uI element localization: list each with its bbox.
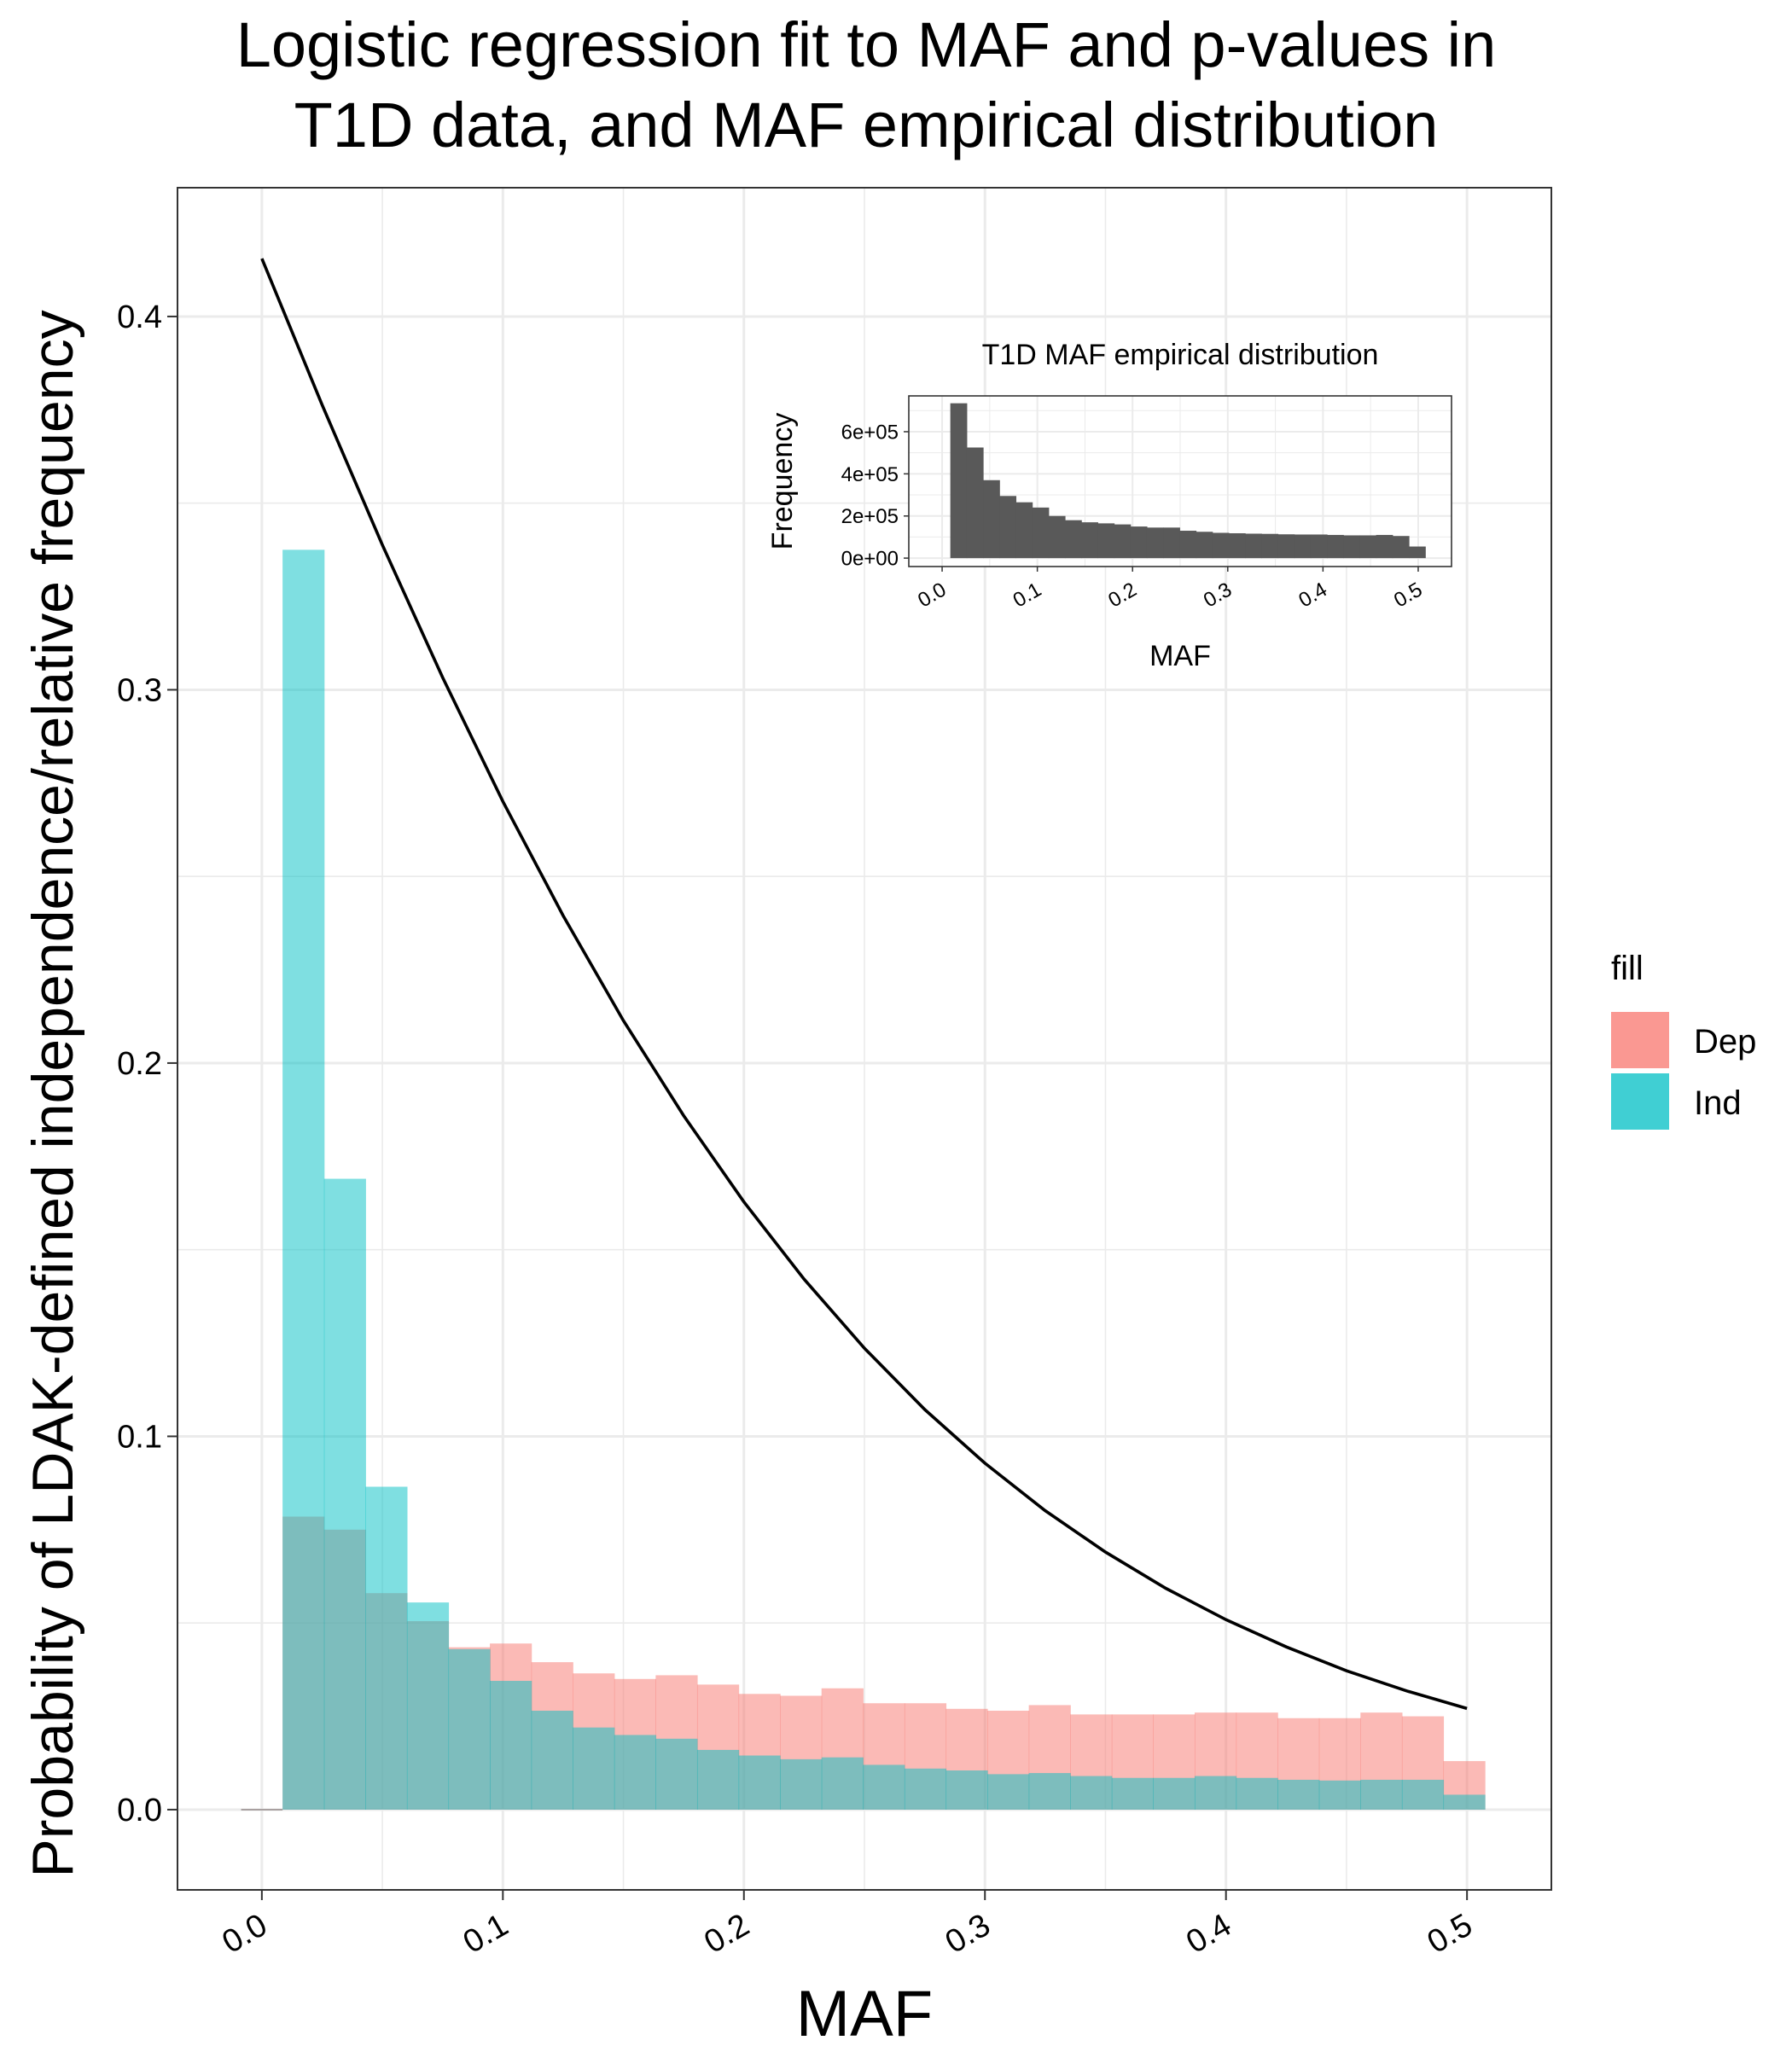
- inset-bar-count: [1114, 524, 1132, 559]
- inset-y-tick-label: 6e+05: [841, 421, 899, 444]
- inset-bar-count: [1261, 533, 1279, 559]
- main-bar-ind: [904, 1768, 947, 1810]
- main-bar-ind: [323, 1178, 366, 1810]
- inset-panel-border: [908, 395, 1452, 567]
- main-bar-ind: [448, 1648, 491, 1810]
- main-x-tick-label: 0.2: [698, 1907, 755, 1961]
- inset-y-tick-label: 0e+00: [841, 548, 899, 571]
- inset-bar-count: [1146, 527, 1164, 559]
- chart-title-line-2: T1D data, and MAF empirical distribution: [294, 90, 1439, 160]
- y-axis-title: Probability of LDAK-defined independence…: [20, 310, 85, 1877]
- inset-bar-count: [1343, 535, 1361, 559]
- inset-bar-count: [1196, 532, 1213, 559]
- inset-bar-count: [1392, 536, 1410, 559]
- main-bar-ind: [1236, 1777, 1278, 1810]
- inset-bar-count: [1064, 520, 1082, 559]
- inset-bar-count: [1294, 534, 1312, 559]
- main-bar-ind: [1277, 1779, 1320, 1810]
- x-axis-title: MAF: [796, 1978, 933, 2048]
- legend-label-ind: Ind: [1694, 1084, 1742, 1122]
- inset-plot: 0.0 0.1 0.2 0.3 0.4 0.50e+002e+054e+056e+05T1…: [766, 339, 1452, 672]
- main-bar-ind: [1028, 1773, 1071, 1810]
- main-bar-ind: [531, 1711, 573, 1810]
- main-bar-ind: [1111, 1777, 1154, 1810]
- inset-bar-count: [1130, 526, 1148, 559]
- chart-title-line-1: Logistic regression fit to MAF and p-val…: [236, 9, 1497, 80]
- main-bar-ind: [655, 1738, 698, 1810]
- inset-bar-count: [1245, 533, 1262, 559]
- inset-bar-count: [1409, 546, 1426, 559]
- main-x-tick-label: 0.1: [457, 1907, 515, 1961]
- main-panel-border: [177, 187, 1552, 1891]
- main-y-tick-label: 0.4: [117, 299, 162, 335]
- legend-key-dep: [1611, 1012, 1669, 1068]
- inset-bar-count: [1048, 515, 1066, 559]
- inset-bar-count: [1310, 534, 1328, 559]
- inset-y-tick-label: 4e+05: [841, 463, 899, 486]
- main-bar-ind: [1318, 1780, 1361, 1810]
- main-bar-ind: [738, 1755, 781, 1810]
- main-bar-ind: [780, 1758, 823, 1810]
- inset-bar-count: [1327, 534, 1344, 559]
- inset-bar-count: [1277, 534, 1295, 559]
- main-y-tick-label: 0.3: [117, 673, 162, 709]
- inset-title: T1D MAF empirical distribution: [982, 339, 1379, 371]
- inset-bar-count: [1163, 527, 1180, 559]
- inset-bar-count: [1081, 522, 1098, 559]
- main-x-tick-label: 0.3: [940, 1907, 997, 1961]
- inset-bar-count: [966, 447, 984, 559]
- legend: fill Dep Ind: [1611, 950, 1756, 1130]
- inset-bar-count: [983, 480, 1000, 559]
- inset-bar-count: [1228, 532, 1246, 559]
- legend-title: fill: [1611, 950, 1644, 987]
- inset-y-axis-title: Frequency: [766, 413, 799, 550]
- main-x-tick-label: 0.5: [1422, 1907, 1479, 1961]
- inset-bar-count: [999, 496, 1017, 559]
- inset-x-axis-title: MAF: [1149, 640, 1211, 672]
- main-bar-ind: [821, 1757, 864, 1810]
- inset-y-tick-label: 2e+05: [841, 505, 899, 528]
- main-bar-ind: [696, 1749, 740, 1810]
- main-bar-ind: [282, 549, 325, 1810]
- main-x-tick-label: 0.4: [1180, 1907, 1237, 1961]
- main-x-tick-label: 0.0: [216, 1907, 273, 1961]
- main-bar-ind: [365, 1486, 408, 1810]
- main-bar-ind: [1153, 1777, 1196, 1810]
- main-bar-ind: [1070, 1776, 1113, 1810]
- main-bar-ind: [573, 1727, 615, 1810]
- inset-bar-count: [1179, 531, 1197, 559]
- main-bar-ind: [1194, 1776, 1237, 1810]
- main-bar-ind: [614, 1735, 656, 1810]
- main-bar-ind: [987, 1774, 1030, 1810]
- inset-bar-count: [950, 403, 968, 559]
- inset-bar-count: [1376, 534, 1393, 559]
- inset-bar-count: [1015, 502, 1033, 559]
- main-bar-ind: [1401, 1779, 1445, 1810]
- main-bar-ind: [406, 1602, 450, 1810]
- inset-bar-count: [1097, 523, 1115, 559]
- main-y-tick-label: 0.2: [117, 1046, 162, 1082]
- main-bar-ind: [945, 1770, 988, 1810]
- main-y-tick-label: 0.1: [117, 1420, 162, 1456]
- main-bar-ind: [1443, 1794, 1486, 1810]
- main-fit-curve: [260, 258, 1468, 1711]
- inset-bar-count: [1359, 535, 1377, 559]
- main-bar-ind: [1360, 1779, 1403, 1810]
- main-bar-ind: [863, 1764, 905, 1810]
- inset-bar-count: [1212, 532, 1230, 559]
- inset-bar-count: [1032, 507, 1050, 559]
- legend-key-ind: [1611, 1073, 1669, 1130]
- main-y-tick-label: 0.0: [117, 1793, 162, 1828]
- legend-label-dep: Dep: [1694, 1023, 1756, 1061]
- main-bar-ind: [490, 1681, 532, 1810]
